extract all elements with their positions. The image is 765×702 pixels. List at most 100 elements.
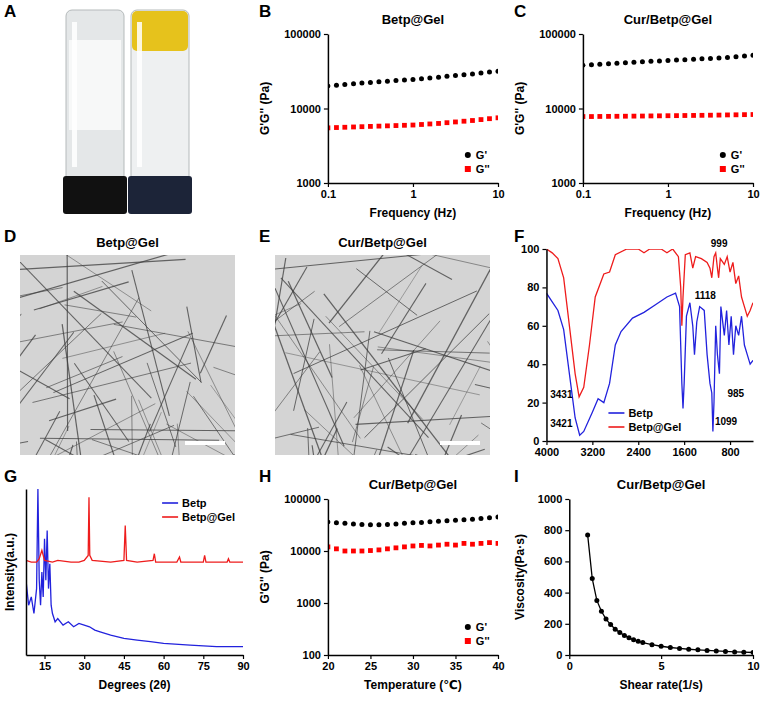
y-tick: 100 [303,649,328,661]
data-point [461,517,466,522]
fiber [94,395,120,455]
data-point [394,545,399,550]
x-axis-line [547,441,754,443]
x-tick: 10 [747,183,759,200]
data-point [479,541,484,546]
y-tick-label: 10000 [290,545,321,557]
fiber [46,357,122,388]
data-point [385,79,390,84]
data-point [351,522,356,527]
fiber [109,412,162,455]
x-tick-label: 75 [198,660,210,672]
y-tick-label: 800 [544,524,562,536]
legend-label: Betp@Gel [628,421,681,433]
x-tick: 0.1 [576,183,591,200]
legend-label: Betp [182,497,207,509]
x-axis-title: Frequency (Hz) [370,206,457,220]
legend-item: G' [465,621,488,633]
data-point [716,55,721,60]
x-tick: 35 [450,655,462,672]
fiber [352,366,373,442]
y-axis-title: G'G'' (Pa) [258,82,272,135]
fiber [20,426,69,455]
y-tick-label: 20 [527,397,539,409]
y-tick: 40 [527,358,546,370]
data-point [649,114,654,119]
y-tick-label: 100 [521,243,539,255]
data-point [436,75,441,80]
legend-label: G' [731,149,743,161]
data-point [725,55,730,60]
fiber [275,332,365,340]
image-panel: Cur/Betp@GelE [138,227,689,650]
x-tick: 45 [118,655,130,672]
fiber [20,313,101,443]
legend-symbol [465,166,471,172]
data-point [376,79,381,84]
legend: BetpBetp@Gel [162,497,235,523]
x-axis: 2025303540 [322,655,504,672]
data-point [462,541,467,546]
fiber [388,358,468,455]
data-point [631,637,636,642]
fiber [20,448,82,455]
x-tick-label: 0.1 [576,188,591,200]
y-tick: 100000 [539,28,583,40]
y-tick-label: 80 [527,281,539,293]
chart-title: Cur/Betp@Gel [624,12,713,27]
series-line [546,249,753,397]
x-tick-label: 35 [450,660,462,672]
chart-panel: G153045607590Degrees (2θ)Intensity(a.u.)… [3,467,250,692]
data-point [682,57,687,62]
legend-label: G' [476,149,488,161]
vial-glass [66,10,124,182]
data-point [385,123,390,128]
x-tick: 2400 [627,441,651,458]
y-tick: 100000 [284,28,328,40]
x-tick-label: 45 [118,660,130,672]
data-point [461,72,466,77]
x-tick: 1 [410,183,416,200]
data-point [691,57,696,62]
annotation: 1118 [695,290,717,301]
y-tick: 10000 [545,103,583,115]
y-axis: 100100010000100000 [284,493,328,661]
legend-item: Betp [162,497,207,509]
legend-label: G'' [476,163,490,175]
y-tick: 1000 [296,597,327,609]
data-point [359,522,364,527]
data-point [608,622,613,627]
x-tick-mark [583,183,584,187]
annotation: 3421 [550,418,573,429]
fiber [344,435,478,455]
x-tick: 800 [721,441,739,458]
fiber [20,442,28,455]
fiber [275,258,286,406]
data-point [648,59,653,64]
fiber [275,288,360,438]
data-point [487,540,492,545]
y-axis-line [328,500,330,656]
data-point [428,544,433,549]
vial-cap [128,176,192,214]
fiber [92,440,200,455]
data-point [617,630,622,635]
data-point [368,80,373,85]
legend-item: G' [720,149,743,161]
data-point [700,113,705,118]
x-tick: 30 [79,655,91,672]
y-tick-label: 200 [544,618,562,630]
data-point [723,649,728,654]
data-point [691,113,696,118]
x-tick-label: 20 [322,660,334,672]
y-tick-mark [579,183,583,184]
chart-panel: CCur/Betp@Gel0.1110100010000100000Freque… [513,2,760,220]
fiber [324,294,456,455]
x-tick-mark [498,655,499,659]
x-tick-mark [638,441,639,445]
data-point [368,522,373,527]
fiber [32,363,191,402]
data-point [487,116,492,121]
y-tick-label: 1000 [538,493,562,505]
x-tick: 0 [567,655,573,672]
